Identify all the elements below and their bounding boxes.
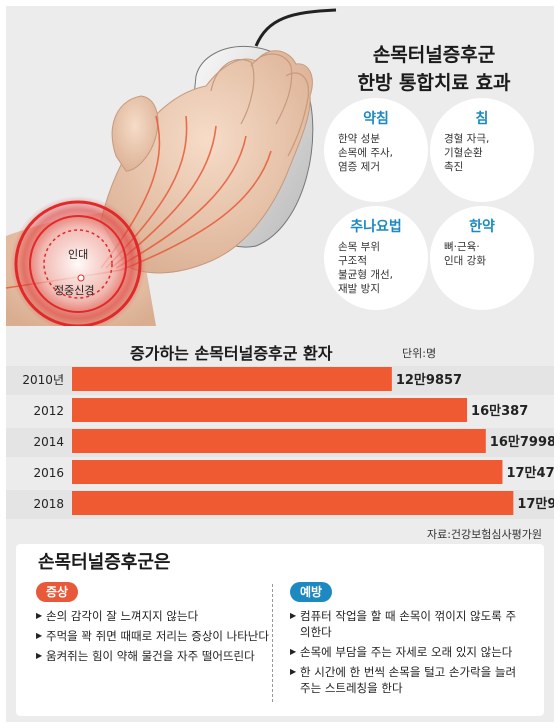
main-title-line1: 손목터널증후군 [372, 44, 496, 66]
treatment-name: 약침 [363, 111, 389, 127]
bar [72, 398, 468, 422]
treatment-circle-chuna: 추나요법 손목 부위 구조적 불균형 개선, 재발 방지 [324, 206, 428, 310]
value-label: 17만4763 [506, 465, 554, 481]
value-label: 17만9177 [517, 496, 554, 512]
bar [72, 460, 503, 484]
nerve-label: 정중신경 [54, 284, 94, 297]
prevention-badge: 예방 [290, 582, 333, 602]
treatment-desc: 손목 부위 구조적 불균형 개선, 재발 방지 [338, 241, 393, 295]
treatment-desc: 뼈·근육· 인대 강화 [444, 241, 486, 267]
list-item: 손목에 부담을 주는 자세로 오래 있지 않는다 [290, 644, 526, 660]
list-item: 손의 감각이 잘 느껴지지 않는다 [36, 608, 272, 624]
chart-source: 자료:건강보험심사평가원 [426, 528, 542, 541]
value-label: 16만387 [471, 403, 528, 419]
treatment-desc: 경혈 자극, 기혈순환 촉진 [444, 133, 490, 173]
list-item: 주먹을 꽉 쥐면 때때로 저리는 증상이 나타난다 [36, 628, 272, 644]
ligament-label: 인대 [68, 248, 88, 261]
bar-chart: 2010년 12만9857 2012 16만387 2014 16만7998 2016 17만… [6, 366, 554, 519]
prevention-list: 컴퓨터 작업을 할 때 손목이 꺾이지 않도록 주의한다 손목에 부담을 주는 … [290, 608, 526, 700]
infographic-frame: 인대 정중신경 손목터널증후군 한방 통합치료 효과 약침 한약 성분 손목에 … [6, 6, 554, 722]
treatment-circle-pharmacopuncture: 약침 한약 성분 손목에 주사, 염증 제거 [324, 98, 428, 202]
thumb [111, 95, 159, 172]
category-label: 2012 [33, 404, 64, 418]
wrist-highlight [10, 196, 146, 326]
list-item: 움켜쥐는 힘이 약해 물건을 자주 떨어뜨린다 [36, 648, 272, 664]
mouse-cable [254, 8, 337, 47]
treatment-circle-acupuncture: 침 경혈 자극, 기혈순환 촉진 [430, 98, 534, 202]
bar [72, 367, 392, 391]
bar [72, 491, 514, 515]
value-label: 16만7998 [490, 434, 554, 450]
category-label: 2016 [33, 466, 64, 480]
hand-mouse-illustration: 인대 정중신경 [6, 8, 337, 326]
bar [72, 429, 486, 453]
main-title-line2: 한방 통합치료 효과 [357, 72, 511, 94]
category-label: 2014 [33, 435, 64, 449]
treatment-desc: 한약 성분 손목에 주사, 염증 제거 [338, 133, 393, 173]
chart-unit: 단위:명 [402, 347, 437, 360]
list-item: 한 시간에 한 번씩 손목을 털고 손가락을 늘려주는 스트레칭을 한다 [290, 664, 526, 696]
info-title: 손목터널증후군은 [38, 552, 171, 573]
treatment-name: 추나요법 [350, 219, 402, 235]
category-label: 2018 [33, 497, 64, 511]
treatment-name: 침 [475, 111, 489, 127]
treatment-circle-herbal: 한약 뼈·근육· 인대 강화 [430, 206, 534, 310]
value-label: 12만9857 [396, 372, 462, 388]
list-item: 컴퓨터 작업을 할 때 손목이 꺾이지 않도록 주의한다 [290, 608, 526, 640]
symptoms-badge: 증상 [36, 582, 79, 602]
category-label: 2010년 [22, 373, 64, 387]
nerve-dot [77, 274, 85, 282]
divider [272, 584, 273, 702]
treatment-name: 한약 [469, 219, 495, 235]
symptoms-list: 손의 감각이 잘 느껴지지 않는다 주먹을 꽉 쥐면 때때로 저리는 증상이 나… [36, 608, 272, 668]
chart-title: 증가하는 손목터널증후군 환자 [130, 344, 333, 363]
